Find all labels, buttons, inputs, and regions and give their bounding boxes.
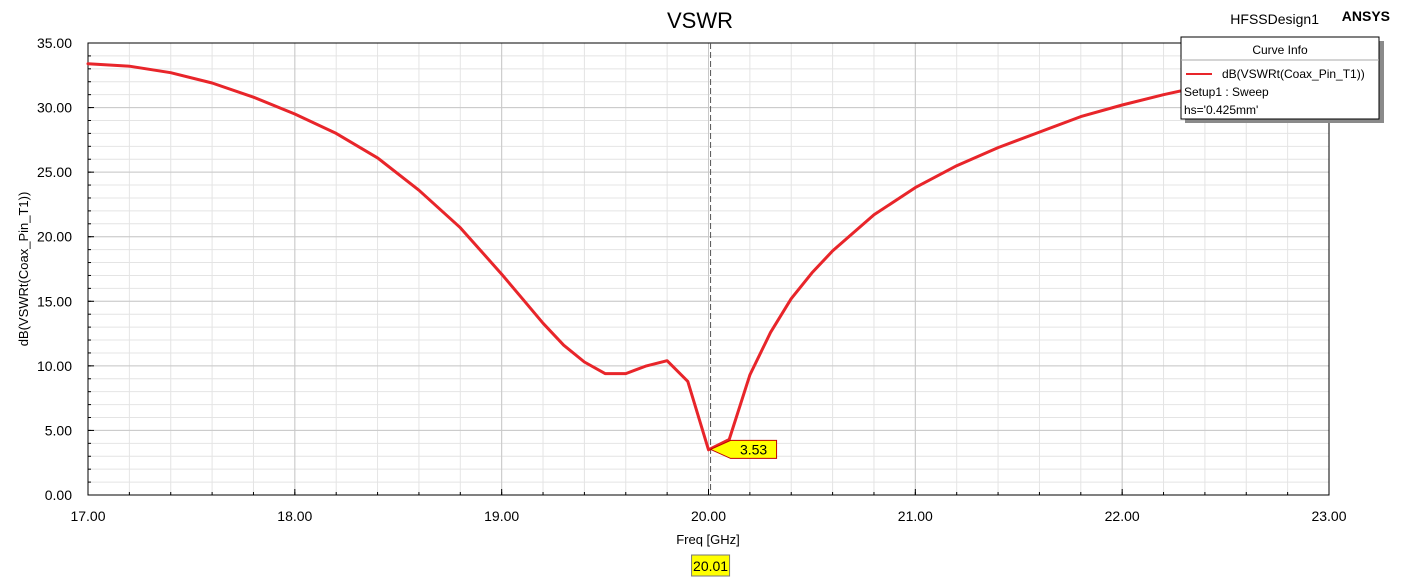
x-tick-label: 22.00 [1105, 508, 1140, 524]
marker-value-flag [709, 439, 778, 459]
data-point [500, 273, 503, 275]
data-point [997, 146, 999, 149]
data-point [1162, 93, 1165, 96]
marker[interactable]: 3.53 20.01 [691, 439, 778, 577]
data-point [790, 297, 793, 300]
legend-title: Curve Info [1252, 43, 1308, 57]
data-point [749, 374, 751, 376]
data-point [459, 226, 462, 229]
design-name: HFSSDesign1 [1230, 11, 1319, 27]
marker-x-value: 20.01 [693, 558, 728, 574]
data-point [418, 189, 420, 192]
chart-title: VSWR [667, 8, 733, 33]
data-point [128, 65, 131, 68]
data-point [169, 71, 172, 74]
y-tick-label: 30.00 [37, 100, 72, 116]
data-point [87, 62, 89, 65]
x-tick-label: 17.00 [70, 508, 105, 524]
marker-y-value: 3.53 [740, 441, 767, 457]
grid-major-lines [87, 42, 1330, 496]
data-point [211, 82, 213, 84]
x-tick-label: 20.00 [691, 508, 726, 524]
x-tick-label: 19.00 [484, 508, 519, 524]
data-point [624, 372, 627, 375]
data-point [521, 297, 524, 300]
legend[interactable]: Curve Info dB(VSWRt(Coax_Pin_T1)) Setup1… [1180, 36, 1384, 123]
data-point [1080, 115, 1082, 118]
data-point [831, 250, 834, 252]
legend-setup: Setup1 : Sweep [1184, 85, 1269, 99]
data-point [769, 331, 772, 334]
data-point [666, 359, 668, 362]
data-point [252, 96, 255, 99]
y-axis-label: dB(VSWRt(Coax_Pin_T1)) [16, 192, 31, 347]
data-point [728, 438, 730, 441]
y-tick-label: 25.00 [37, 164, 72, 180]
legend-param: hs='0.425mm' [1184, 103, 1258, 117]
legend-curve-label: dB(VSWRt(Coax_Pin_T1)) [1222, 67, 1365, 81]
legend-box [1180, 36, 1380, 120]
data-point [604, 372, 606, 375]
x-tick-label: 23.00 [1311, 508, 1346, 524]
data-point [873, 213, 875, 216]
data-point [335, 132, 338, 135]
data-point [645, 365, 648, 367]
y-tick-label: 0.00 [45, 487, 72, 503]
data-point [583, 361, 586, 363]
data-point [542, 322, 544, 325]
y-axis-ticks: 0.00 5.00 10.00 15.00 20.00 25.00 30.00 35.00 [37, 35, 94, 503]
y-tick-label: 15.00 [37, 293, 72, 309]
x-tick-label: 21.00 [898, 508, 933, 524]
y-tick-label: 20.00 [37, 229, 72, 245]
marker-x-box [691, 554, 731, 577]
data-point [914, 186, 917, 189]
x-tick-label: 18.00 [277, 508, 312, 524]
y-tick-label: 35.00 [37, 35, 72, 51]
data-point [955, 164, 958, 167]
series-group [86, 62, 1207, 452]
data-point [376, 157, 379, 159]
series-line-0 [86, 62, 1207, 452]
y-tick-label: 5.00 [45, 422, 72, 438]
data-point [687, 380, 689, 383]
x-axis-ticks: 17.00 18.00 19.00 20.00 21.00 22.00 23.00 [70, 489, 1347, 524]
y-tick-label: 10.00 [37, 358, 72, 374]
data-point [1121, 104, 1123, 106]
data-point [562, 344, 565, 346]
data-point [294, 113, 296, 115]
x-axis-label: Freq [GHz] [676, 532, 740, 547]
data-point [811, 272, 813, 274]
data-point [707, 449, 710, 451]
data-point [1038, 131, 1041, 133]
ansys-logo: ANSYS [1342, 8, 1390, 24]
